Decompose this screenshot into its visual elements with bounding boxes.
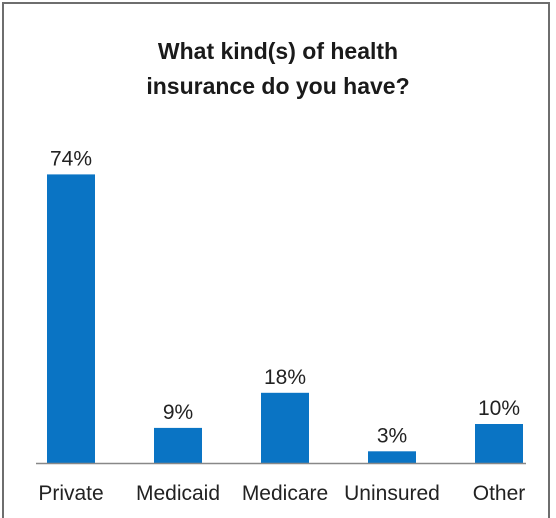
- category-label-uninsured: Uninsured: [344, 482, 440, 505]
- category-label-medicaid: Medicaid: [136, 482, 220, 505]
- bar-uninsured: [368, 451, 416, 463]
- value-label-medicaid: 9%: [163, 401, 193, 424]
- value-labels-group: 74% 9% 18% 3% 10%: [50, 147, 520, 447]
- chart-title-line-2: insurance do you have?: [146, 73, 410, 99]
- category-label-private: Private: [38, 482, 103, 505]
- value-label-uninsured: 3%: [377, 424, 407, 447]
- bar-private: [47, 174, 95, 463]
- bar-other: [475, 424, 523, 463]
- chart-title-line-1: What kind(s) of health: [157, 38, 399, 64]
- category-label-other: Other: [473, 482, 526, 505]
- value-label-other: 10%: [478, 397, 520, 420]
- bar-medicare: [261, 392, 309, 463]
- category-label-medicare: Medicare: [242, 482, 328, 505]
- category-labels-group: Private Medicaid Medicare Uninsured Other: [38, 482, 525, 505]
- bars-group: [47, 174, 523, 463]
- value-label-medicare: 18%: [264, 366, 306, 389]
- value-label-private: 74%: [50, 147, 92, 170]
- chart-title: What kind(s) of health insurance do you …: [0, 34, 556, 104]
- bar-medicaid: [154, 427, 202, 463]
